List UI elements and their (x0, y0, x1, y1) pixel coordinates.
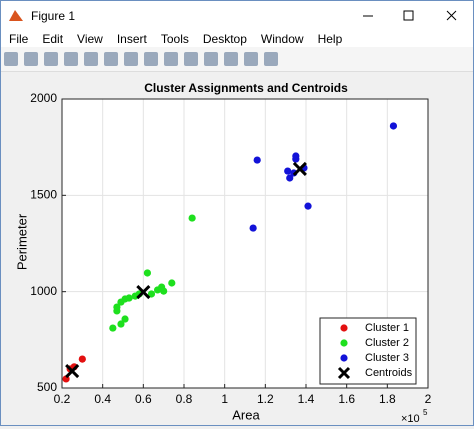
x-axis-label: Area (232, 407, 260, 422)
menu-item[interactable]: Window (260, 31, 304, 46)
point (125, 294, 133, 302)
menu-item[interactable]: Edit (42, 31, 64, 46)
point (117, 320, 125, 328)
tool-button[interactable] (144, 52, 158, 66)
chart-title: Cluster Assignments and Centroids (144, 81, 348, 95)
legend-marker (337, 366, 351, 380)
axes-box (61, 98, 429, 389)
centroid-marker (65, 363, 80, 379)
legend-label: Cluster 1 (365, 322, 409, 334)
x-tick-label: 0.4 (94, 392, 111, 406)
toolbar (1, 47, 473, 72)
window-title: Figure 1 (31, 8, 76, 23)
point (253, 156, 261, 164)
tool-button[interactable] (184, 52, 198, 66)
tool-button[interactable] (24, 52, 38, 66)
menu-item[interactable]: Help (317, 31, 343, 46)
tool-button[interactable] (64, 52, 78, 66)
point (143, 269, 151, 277)
point (113, 307, 121, 315)
title-bar: Figure 1 (1, 1, 473, 30)
x-tick-label: 0.6 (135, 392, 152, 406)
point (292, 155, 300, 163)
point (78, 355, 86, 363)
tool-button[interactable] (104, 52, 118, 66)
y-axis-label: Perimeter (14, 213, 29, 270)
tool-button[interactable] (164, 52, 178, 66)
point (188, 214, 196, 222)
point (121, 315, 129, 323)
x-tick-label: 1.2 (257, 392, 274, 406)
x-tick-label: 0.8 (176, 392, 193, 406)
centroid-marker (292, 161, 307, 176)
tool-button[interactable] (204, 52, 218, 66)
maximize[interactable] (403, 10, 414, 21)
x-scale-base: ×10 (401, 413, 420, 424)
tool-button[interactable] (84, 52, 98, 66)
tool-button[interactable] (264, 52, 278, 66)
point (286, 174, 294, 182)
centroid-marker (136, 284, 151, 300)
menu-item[interactable]: Desktop (202, 31, 247, 46)
x-tick-label: 1 (221, 392, 228, 406)
legend-label: Cluster 2 (365, 337, 409, 349)
x-tick-label: 1.8 (379, 392, 396, 406)
tool-button[interactable] (124, 52, 138, 66)
legend-marker (340, 354, 348, 362)
menu-item[interactable]: Insert (116, 31, 147, 46)
point (109, 324, 117, 332)
point (389, 122, 398, 130)
menu-bar: File Edit View Insert Tools Desktop Window Help (1, 30, 473, 47)
x-tick-label: 1.6 (338, 392, 355, 406)
x-tick-label: 2 (425, 392, 432, 406)
point (160, 287, 168, 295)
y-tick-label: 2000 (30, 91, 57, 105)
point (304, 202, 312, 210)
x-tick-label: 0.2 (54, 392, 71, 406)
point (147, 290, 156, 298)
point (168, 279, 176, 287)
legend-label: Centroids (365, 367, 413, 379)
menu-item[interactable]: Tools (160, 31, 189, 46)
legend-marker (340, 324, 348, 332)
y-tick-label: 1500 (30, 188, 57, 202)
close[interactable] (446, 10, 457, 21)
menu-item[interactable]: File (9, 31, 29, 46)
app-icon (9, 9, 23, 21)
tool-button[interactable] (4, 52, 18, 66)
menu-item[interactable]: View (77, 31, 103, 46)
y-tick-label: 1000 (30, 284, 57, 298)
legend-label: Cluster 3 (365, 352, 409, 364)
legend-marker (340, 339, 348, 347)
tool-button[interactable] (44, 52, 58, 66)
y-tick-label: 500 (37, 380, 57, 394)
x-tick-label: 1.4 (298, 392, 315, 406)
point (284, 167, 292, 175)
point (249, 224, 257, 232)
chart: Cluster Assignments and Centroids Area P… (14, 81, 432, 425)
tool-button[interactable] (224, 52, 238, 66)
legend-box (319, 317, 417, 385)
x-scale-power: 5 (423, 408, 428, 417)
window-controls[interactable] (343, 1, 473, 30)
tool-button[interactable] (244, 52, 258, 66)
